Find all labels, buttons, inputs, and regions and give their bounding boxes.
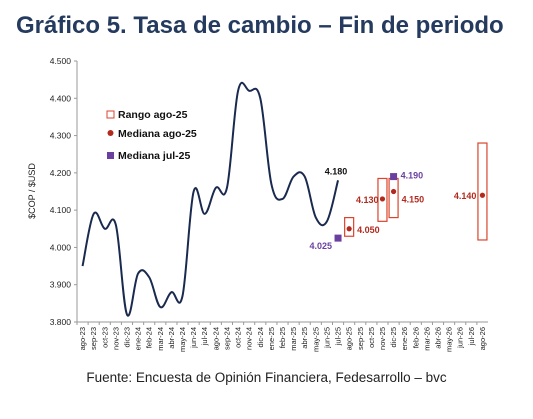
x-tick-label: may-24	[178, 327, 187, 352]
x-tick-label: feb-26	[411, 327, 420, 348]
y-tick-label: 4.400	[50, 93, 72, 103]
legend-swatch-median-ago	[107, 130, 114, 136]
y-tick-label: 4.000	[50, 242, 72, 252]
legend-label-median-jul: Mediana jul-25	[118, 150, 191, 162]
median-ago-marker	[379, 196, 386, 202]
median-jul-marker	[390, 173, 398, 181]
x-tick-label: jun-26	[456, 327, 465, 349]
median-ago-marker	[390, 188, 397, 195]
x-tick-label: dic-24	[256, 327, 265, 347]
x-tick-label: ago-26	[478, 327, 487, 350]
median-jul-marker	[334, 234, 342, 242]
x-tick-label: ene-24	[134, 327, 143, 350]
source-note: Fuente: Encuesta de Opinión Financiera, …	[86, 370, 447, 385]
y-axis-label: $COP / $USD	[27, 163, 37, 219]
x-tick-label: jul-24	[200, 327, 209, 346]
x-tick-label: oct-24	[234, 327, 243, 348]
y-tick-labels: 3.800 3.900 4.000 4.100 4.200 4.300 4.400 4.500	[50, 56, 72, 327]
exchange-rate-line	[81, 81, 340, 317]
y-tick-label: 4.200	[50, 168, 72, 178]
x-tick-labels: ago-23 sep-23 oct-23 nov-23 dic-23 ene-24 feb-…	[78, 327, 487, 352]
range-box	[388, 177, 399, 219]
x-tick-label: ago-23	[78, 327, 87, 350]
legend-swatch-median-jul	[107, 152, 114, 159]
legend-swatch-range	[106, 110, 115, 119]
x-tick-label: jul-26	[467, 327, 476, 346]
x-tick-label: dic-23	[122, 327, 131, 347]
x-tick-label: sep-24	[222, 327, 231, 350]
x-tick-label: may-26	[445, 327, 454, 352]
y-tick-label: 3.800	[50, 317, 72, 327]
median-ago-label: 4.050	[357, 225, 380, 235]
x-tick-label: abr-25	[300, 327, 309, 349]
y-tick-label: 4.500	[50, 56, 72, 66]
x-tick-label: nov-24	[245, 327, 254, 350]
x-tick-label: ago-25	[345, 327, 354, 350]
x-tick-label: feb-25	[278, 327, 287, 348]
x-tick-label: jul-25	[334, 327, 343, 346]
chart-title: Gráfico 5. Tasa de cambio – Fin de perio…	[16, 12, 504, 39]
x-tick-label: nov-25	[378, 327, 387, 350]
x-tick-label: ago-24	[211, 327, 220, 350]
range-box	[477, 142, 488, 241]
median-jul-label: 4.190	[401, 171, 424, 181]
median-markers	[334, 173, 486, 242]
x-tick-label: jun-24	[189, 327, 198, 349]
x-tick-label: mar-25	[289, 327, 298, 351]
y-tick-label: 4.300	[50, 131, 72, 141]
legend-label-range: Rango ago-25	[118, 109, 188, 121]
median-ago-marker	[479, 192, 486, 198]
median-ago-marker	[346, 226, 352, 232]
y-tick-label: 3.900	[50, 280, 72, 290]
x-tick-label: sep-23	[89, 327, 98, 350]
range-box	[377, 177, 388, 222]
x-tick-label: oct-25	[367, 327, 376, 348]
x-tick-label: ene-25	[267, 327, 276, 350]
x-tick-label: dic-25	[389, 327, 398, 347]
x-tick-label: jun-25	[322, 327, 331, 349]
median-jul-label: 4.025	[310, 241, 333, 251]
series-lines	[81, 81, 340, 317]
x-tick-label: abr-26	[434, 327, 443, 349]
x-tick-label: mar-24	[156, 327, 165, 351]
legend-label-median-ago: Mediana ago-25	[118, 128, 197, 140]
x-tick-label: nov-23	[111, 327, 120, 350]
x-tick-label: ene-26	[400, 327, 409, 350]
y-tick-label: 4.100	[50, 205, 72, 215]
data-labels: 4.180 4.050 4.130 4.150 4.140 4.025 4.190	[310, 166, 477, 251]
x-tick-label: mar-26	[422, 327, 431, 351]
median-ago-label: 4.150	[402, 195, 425, 205]
range-box	[344, 217, 355, 237]
median-ago-label: 4.140	[454, 191, 477, 201]
x-tick-label: abr-24	[167, 327, 176, 349]
x-tick-label: may-25	[311, 327, 320, 352]
x-tick-label: oct-23	[100, 327, 109, 348]
x-tick-label: sep-25	[356, 327, 365, 350]
median-ago-label: 4.130	[356, 195, 379, 205]
x-tick-label: feb-24	[145, 327, 154, 348]
legend: Rango ago-25 Mediana ago-25 Mediana jul-…	[106, 109, 197, 162]
chart-axes	[74, 60, 488, 325]
line-end-label: 4.180	[325, 166, 348, 176]
